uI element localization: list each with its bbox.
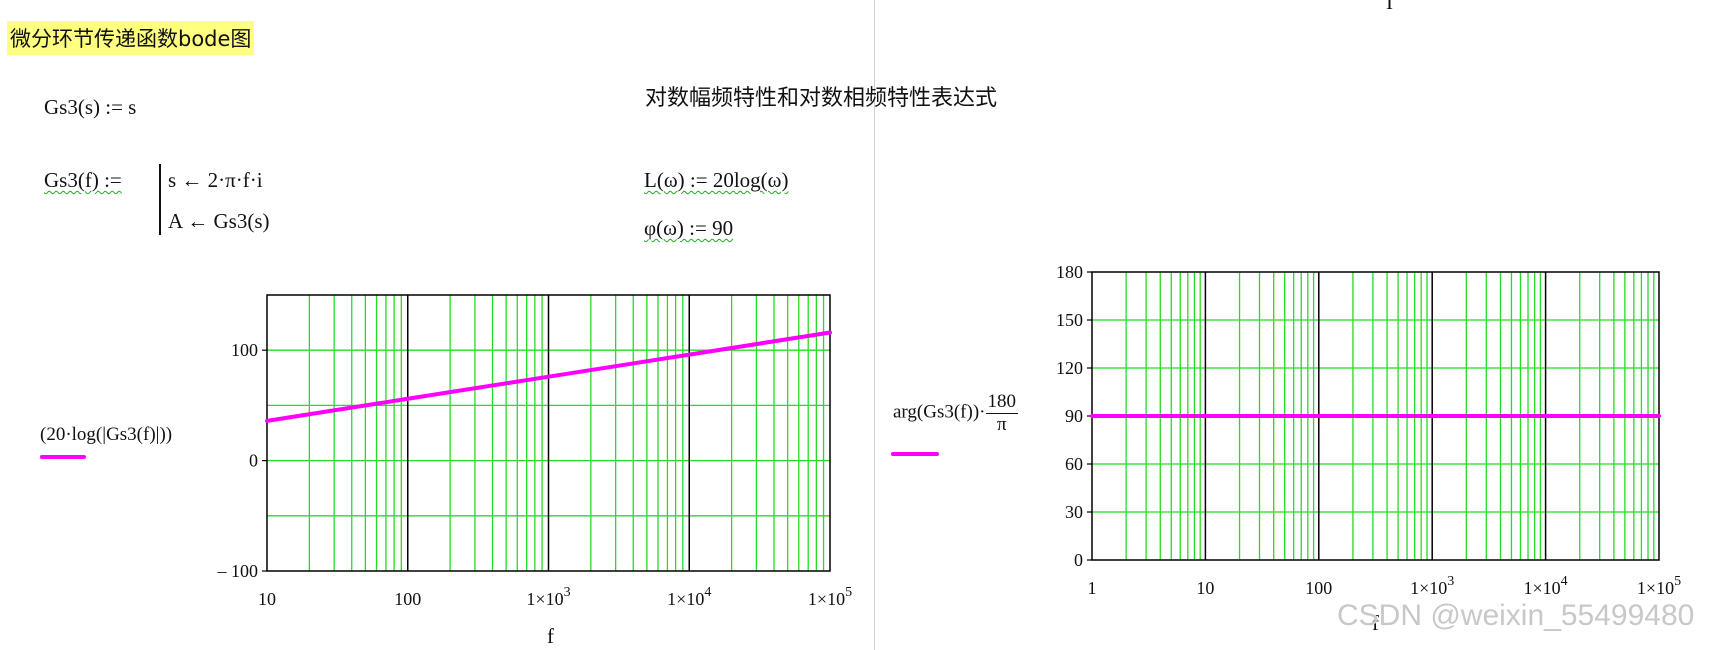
phase-y-expression[interactable]: arg(Gs3(f))· 180 π	[893, 391, 1018, 436]
magnitude-x-tick-label: 1×104	[667, 585, 711, 609]
phase-y-fraction: 180 π	[985, 391, 1018, 436]
phase-y-expression-prefix: arg(Gs3(f))·	[893, 401, 986, 423]
csdn-watermark: CSDN @weixin_55499480	[1337, 599, 1695, 632]
def-gs3f-name: Gs3(f) :=	[44, 168, 122, 192]
magnitude-y-tick-label: 100	[231, 340, 258, 360]
program-line-1[interactable]: s ← 2·π·f·i	[168, 168, 263, 192]
def-L[interactable]: L(ω) := 20log(ω)	[644, 168, 789, 192]
def-gs3f[interactable]: Gs3(f) :=	[44, 168, 122, 193]
phase-x-tick-label: 1×104	[1524, 574, 1568, 598]
magnitude-y-tick-label: 0	[249, 451, 258, 471]
phase-x-tick-label: 100	[1305, 578, 1332, 598]
magnitude-x-tick-label: 100	[394, 589, 421, 609]
phase-plot[interactable]: 0 30 60 90 120 150 180 1 10 100 1×103 1×104 1×105	[1030, 255, 1725, 615]
phase-y-tick-label: 150	[1056, 310, 1083, 330]
program-bracket	[159, 164, 161, 235]
magnitude-y-expression[interactable]: (20·log(|Gs3(f)|))	[40, 424, 173, 445]
phase-x-tick-label: 10	[1196, 578, 1214, 598]
phase-x-variable: f	[1372, 611, 1379, 635]
phase-legend-line	[891, 452, 939, 456]
phase-x-tick-label: 1×103	[1410, 574, 1454, 598]
phase-y-tick-label: 30	[1065, 502, 1083, 522]
magnitude-x-tick-label: 1×103	[526, 585, 570, 609]
phase-y-tick-label: 120	[1056, 358, 1083, 378]
phase-y-tick-label: 60	[1065, 454, 1083, 474]
magnitude-x-variable: f	[547, 624, 554, 648]
magnitude-legend-line	[40, 455, 86, 459]
top-fragment: I	[1386, 0, 1393, 14]
magnitude-y-tick-label: – 100	[217, 561, 259, 581]
def-phi[interactable]: φ(ω) := 90	[644, 216, 734, 240]
phase-x-tick-label: 1×105	[1637, 574, 1681, 598]
phase-y-fraction-num: 180	[985, 391, 1018, 414]
program-line-2[interactable]: A ← Gs3(s)	[168, 209, 270, 233]
worksheet-title[interactable]: 微分环节传递函数bode图	[7, 21, 255, 55]
magnitude-x-tick-label: 10	[258, 589, 276, 609]
phase-x-tick-label: 1	[1088, 578, 1097, 598]
magnitude-x-tick-label: 1×105	[808, 585, 852, 609]
magnitude-trace	[265, 330, 832, 423]
def-gs3s[interactable]: Gs3(s) := s	[44, 95, 137, 119]
phase-y-tick-label: 0	[1074, 550, 1083, 570]
magnitude-plot[interactable]: – 100 0 100 10 100 1×103 1×104 1×105	[190, 285, 890, 650]
section-heading[interactable]: 对数幅频特性和对数相频特性表达式	[645, 86, 998, 111]
magnitude-plot-frame	[266, 294, 831, 572]
page-break-line	[874, 0, 875, 650]
phase-y-tick-label: 90	[1065, 406, 1083, 426]
phase-y-fraction-den: π	[996, 413, 1007, 435]
phase-y-tick-label: 180	[1056, 262, 1083, 282]
